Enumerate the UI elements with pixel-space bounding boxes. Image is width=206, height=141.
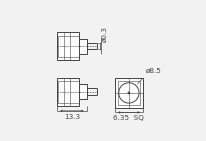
Bar — [78, 39, 86, 54]
Bar — [57, 32, 78, 60]
Text: 13.3: 13.3 — [63, 114, 80, 120]
Bar — [57, 37, 60, 55]
Bar — [57, 78, 78, 106]
Bar — [78, 84, 86, 99]
Bar — [117, 81, 139, 105]
Text: 6.35  SQ: 6.35 SQ — [113, 115, 144, 121]
Bar — [57, 83, 60, 101]
Bar — [57, 36, 78, 57]
Text: ø0.3: ø0.3 — [101, 27, 107, 42]
Circle shape — [128, 92, 129, 94]
Text: ø8.5: ø8.5 — [137, 68, 161, 84]
Bar — [57, 81, 78, 103]
Bar — [114, 78, 142, 108]
